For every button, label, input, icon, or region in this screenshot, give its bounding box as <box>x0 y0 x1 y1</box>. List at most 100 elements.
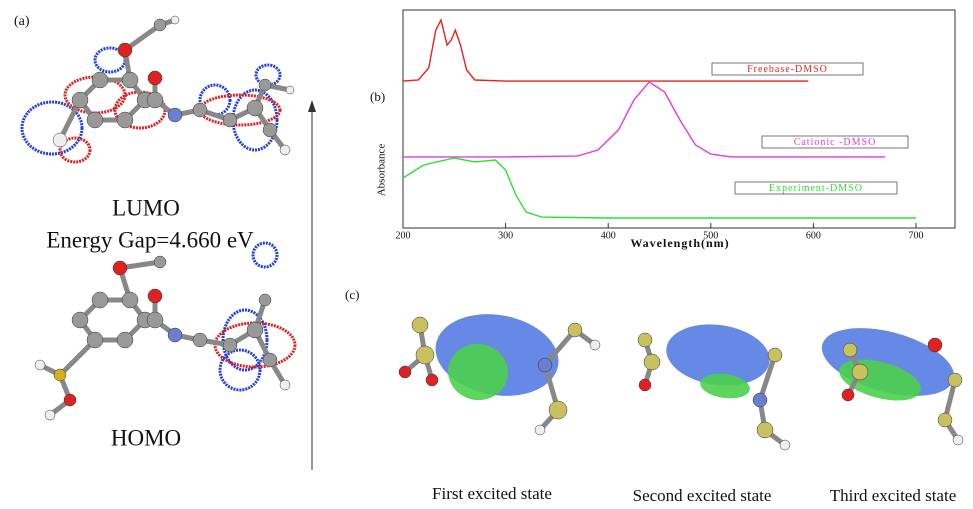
plot: 200 300 400 500 600 700 Freebase-DMSO Cationic … <box>396 18 924 241</box>
atom <box>52 132 68 148</box>
homo-label: HOMO <box>111 425 181 450</box>
state-caption: Third excited state <box>830 486 957 505</box>
atom <box>279 144 291 156</box>
atom <box>841 388 855 402</box>
x-tick-label: 500 <box>703 230 718 241</box>
atom <box>63 393 77 407</box>
x-tick-label: 200 <box>396 230 411 241</box>
atom <box>86 111 104 129</box>
x-tick-label: 700 <box>909 230 924 241</box>
atom <box>153 255 167 269</box>
atom <box>71 311 89 329</box>
atom <box>222 112 238 128</box>
x-tick-label: 300 <box>498 230 513 241</box>
atom <box>842 342 858 358</box>
atom <box>34 359 46 371</box>
bond <box>757 354 778 401</box>
plot-frame <box>402 9 956 229</box>
atom <box>44 409 56 421</box>
atom <box>121 71 139 89</box>
arrow-head <box>308 100 316 112</box>
legend-box <box>761 135 909 149</box>
atom <box>147 288 163 304</box>
atom <box>767 347 783 363</box>
orbital-lobe <box>20 100 84 156</box>
spectrum-line <box>402 18 809 82</box>
atom <box>637 332 653 348</box>
atom <box>117 42 133 58</box>
atom <box>567 322 583 338</box>
spectrum-line <box>402 157 916 219</box>
atom <box>537 357 553 373</box>
orbital-lobe <box>58 136 92 164</box>
atom <box>246 99 264 117</box>
atom <box>147 70 163 86</box>
atom <box>285 85 295 95</box>
atom <box>116 331 134 349</box>
x-axis-label: Wavelength(nm) <box>630 236 729 250</box>
atom <box>222 337 238 353</box>
atom <box>589 339 601 351</box>
atom <box>262 352 278 368</box>
atom <box>116 111 134 129</box>
orbital-lobe <box>198 93 282 127</box>
atom <box>91 71 109 89</box>
atom <box>167 327 183 343</box>
atom <box>112 260 128 276</box>
atom <box>425 373 439 387</box>
orbital-lobe <box>254 63 282 87</box>
panel-label: (c) <box>345 287 359 302</box>
legend-label: Freebase-DMSO <box>747 64 828 75</box>
legend-label: Cationic -DMSO <box>794 137 877 148</box>
legend-box <box>711 62 864 76</box>
panel-label: (b) <box>370 89 385 104</box>
atom <box>411 316 429 334</box>
atom <box>53 368 67 382</box>
atom <box>779 439 791 451</box>
atom <box>752 392 768 408</box>
orbital-lobe <box>218 348 262 392</box>
atom <box>643 353 661 371</box>
atom <box>534 424 546 436</box>
molecule-drawings <box>20 15 964 451</box>
atom <box>262 122 278 138</box>
atom <box>246 321 264 339</box>
atom <box>279 379 291 391</box>
atom <box>548 400 568 420</box>
x-tick-label: 400 <box>601 230 616 241</box>
orbital-lobe <box>198 83 232 117</box>
atom <box>398 365 412 379</box>
x-tick-label: 600 <box>806 230 821 241</box>
state-caption: First excited state <box>432 484 552 503</box>
atom <box>415 345 435 365</box>
atom <box>947 372 963 388</box>
atom <box>146 91 164 109</box>
transition-density <box>666 324 770 386</box>
atom <box>952 434 964 446</box>
atom <box>851 363 869 381</box>
panel-label: (a) <box>14 14 30 29</box>
legend-label: Experiment-DMSO <box>769 183 863 194</box>
bond <box>543 328 577 367</box>
atom <box>192 332 208 348</box>
energy-gap: Energy Gap=4.660 eV <box>46 227 254 252</box>
orbital-lobe <box>251 241 279 269</box>
atom <box>258 293 272 307</box>
orbital-lobe <box>221 308 269 372</box>
spectrum-line <box>403 80 886 158</box>
atom <box>756 421 774 439</box>
state-caption: Second excited state <box>633 486 772 505</box>
atom <box>146 311 164 329</box>
y-axis-label: Absorbance <box>376 144 388 197</box>
atom <box>192 102 208 118</box>
atom <box>927 337 943 353</box>
atom <box>170 15 180 25</box>
atom <box>71 91 89 109</box>
atom <box>937 412 953 428</box>
atom <box>86 331 104 349</box>
transition-density <box>448 343 508 401</box>
atom <box>258 78 272 92</box>
legend-box <box>734 181 898 195</box>
atom <box>91 291 109 309</box>
